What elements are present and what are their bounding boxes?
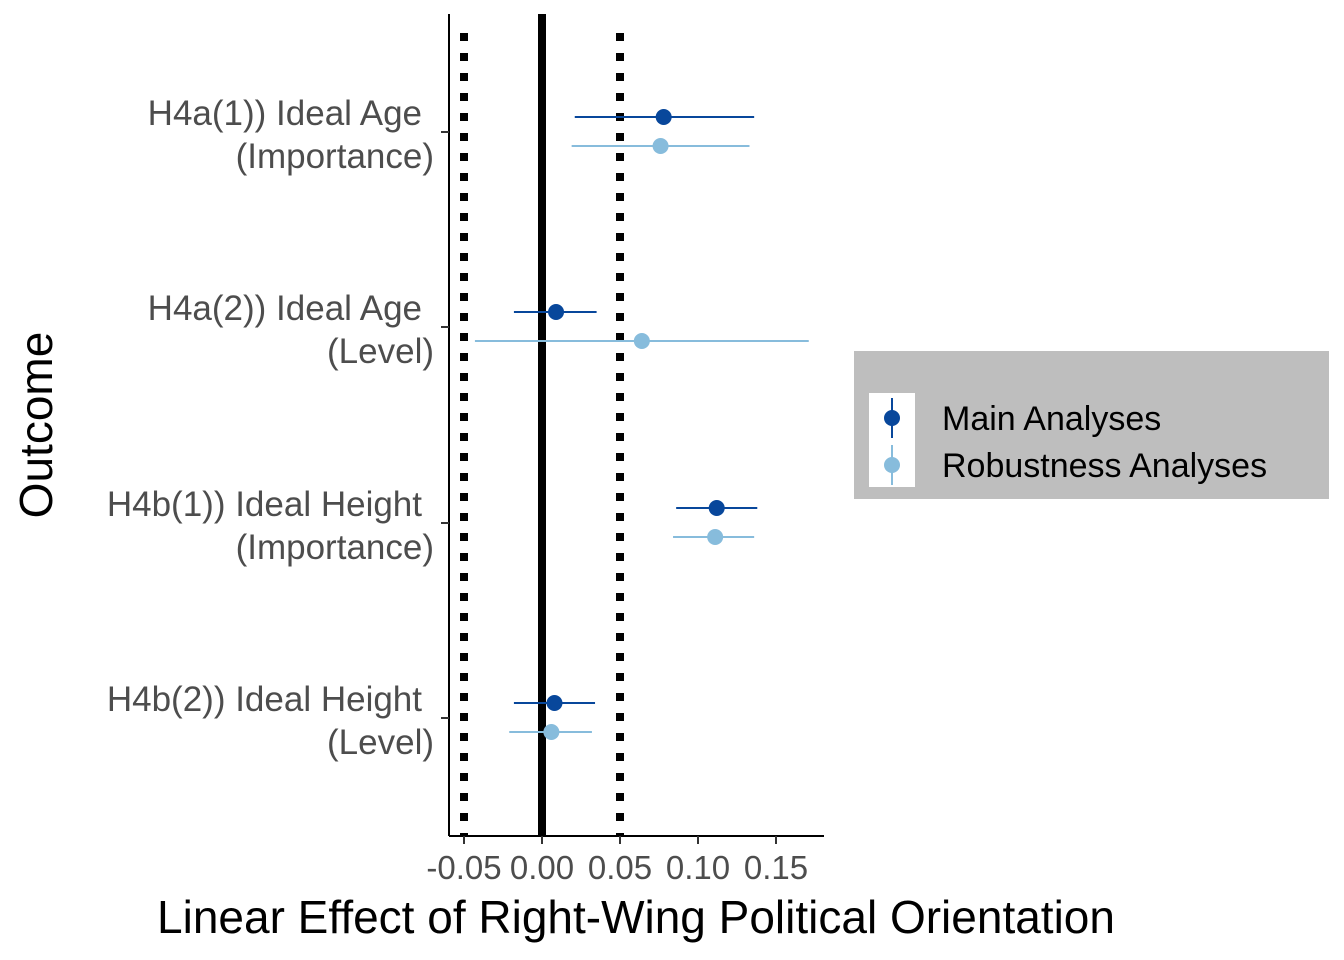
legend-label-0: Main Analyses [942,400,1161,438]
x-tick-label-4: 0.15 [744,849,808,886]
point-estimate-s1-c3 [543,724,560,740]
y-tick-label-line1-1: H4a(2)) Ideal Age [148,289,422,328]
y-axis-title: Outcome [10,332,62,519]
y-tick-label-line1-3: H4b(2)) Ideal Height [107,680,422,719]
legend-label-1: Robustness Analyses [942,447,1267,485]
y-tick-label-line1-0: H4a(1)) Ideal Age [148,94,422,133]
reference-lines [460,14,624,836]
x-axis-title: Linear Effect of Right-Wing Political Or… [157,891,1115,943]
point-estimate-s0-c1 [548,304,565,320]
point-estimate-s1-c2 [707,529,724,545]
y-tick-label-line1-2: H4b(1)) Ideal Height [107,485,422,524]
legend-key-point-0 [884,410,900,426]
y-axis-ticks: H4a(1)) Ideal Age (Importance) H4a(2)) Ide… [107,94,449,762]
x-axis-ticks: -0.05 0.00 0.05 0.10 0.15 [426,836,808,886]
series-1 [474,138,809,740]
y-tick-label-line2-3: (Level) [327,723,434,762]
x-tick-label-3: 0.10 [666,849,730,886]
point-estimate-s0-c2 [708,500,725,516]
y-tick-label-line2-0: (Importance) [236,137,434,176]
legend-key-point-1 [884,457,900,473]
x-tick-label-0: -0.05 [426,849,501,886]
point-estimate-s1-c1 [633,333,650,349]
series-0 [513,109,758,711]
point-estimate-s0-c3 [546,695,563,711]
x-tick-label-2: 0.05 [588,849,652,886]
series-layer [474,109,809,740]
point-estimate-s0-c0 [655,109,672,125]
legend: Main Analyses Robustness Analyses [854,351,1329,499]
y-tick-label-line2-1: (Level) [327,332,434,371]
point-estimate-s1-c0 [652,138,669,154]
y-tick-label-line2-2: (Importance) [236,528,434,567]
x-tick-label-1: 0.00 [510,849,574,886]
legend-background [854,351,1329,499]
